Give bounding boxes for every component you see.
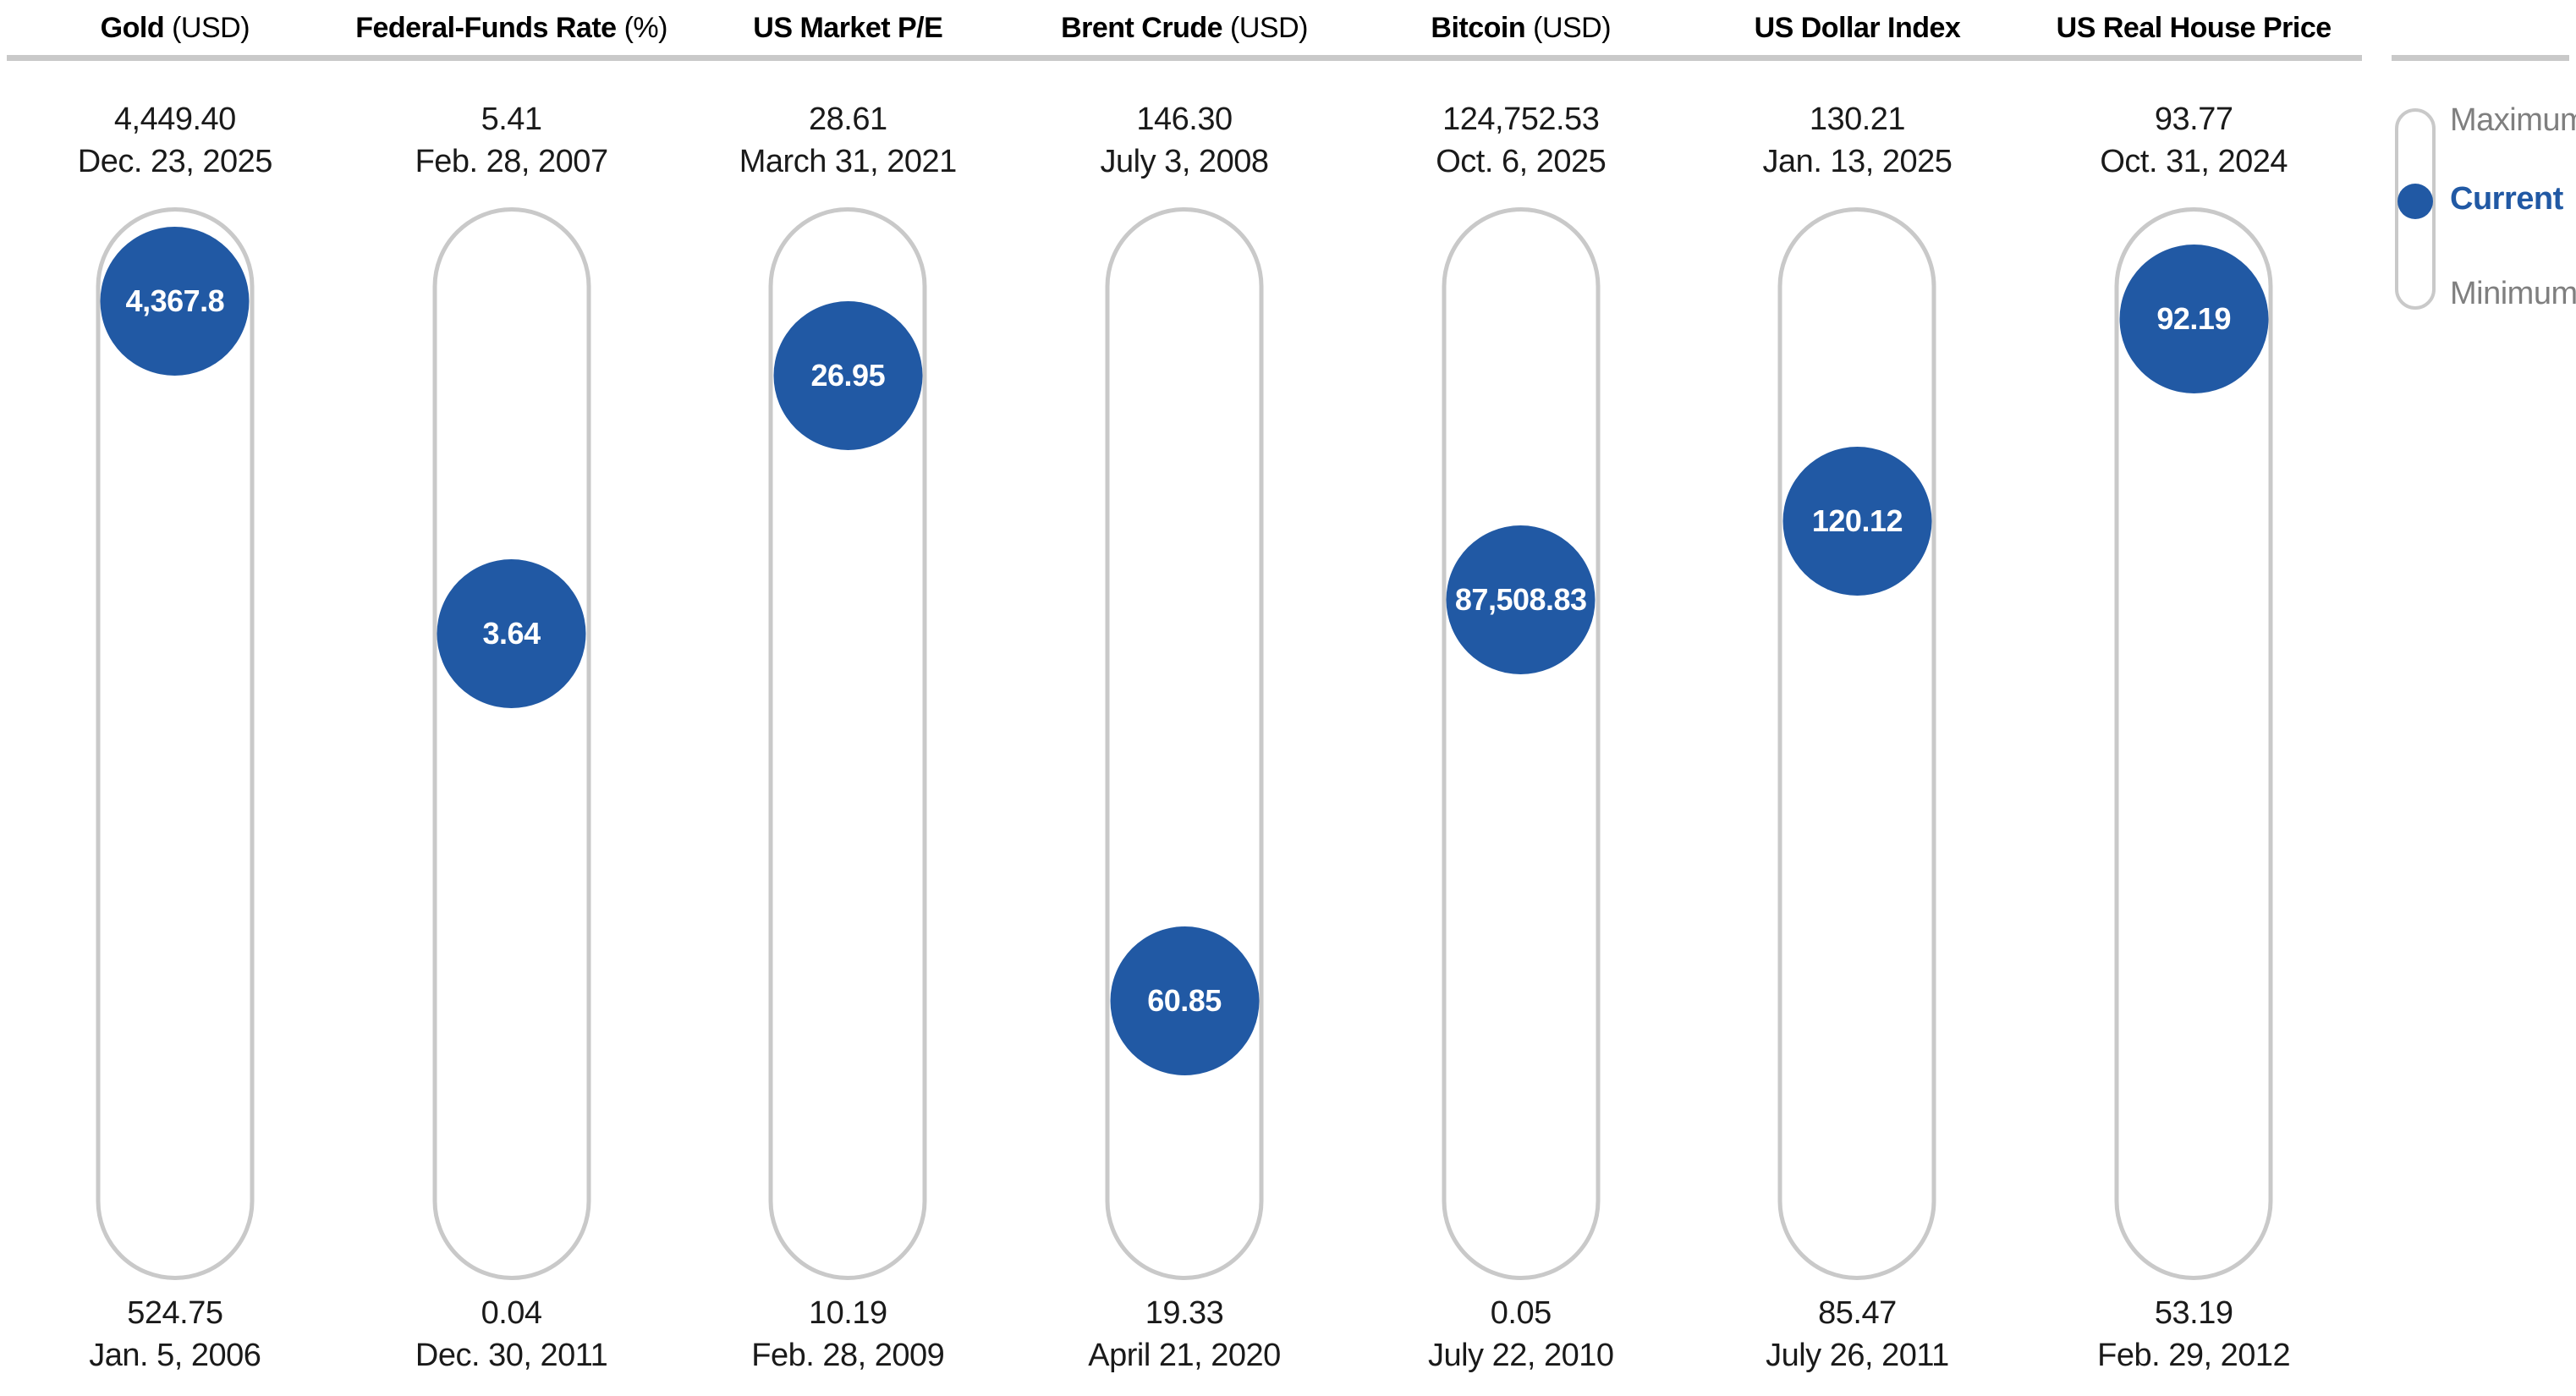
column-title: Federal-Funds Rate (%)	[343, 11, 680, 45]
range-track: 4,367.8	[96, 207, 255, 1280]
legend-divider	[2392, 55, 2569, 61]
minimum-value: 10.19	[809, 1295, 887, 1331]
column-title: US Real House Price	[2025, 11, 2362, 45]
range-track: 120.12	[1777, 207, 1936, 1280]
metric-name: Gold	[100, 12, 165, 44]
current-value-dot: 3.64	[437, 559, 586, 708]
current-value-dot: 87,508.83	[1446, 525, 1596, 674]
maximum-date: March 31, 2021	[739, 144, 958, 179]
maximum-label: 130.21 Jan. 13, 2025	[1689, 98, 2026, 183]
metric-columns: Gold (USD) 4,449.40 Dec. 23, 2025 4,367.8…	[7, 0, 2362, 1396]
legend-current-label: Current	[2450, 181, 2563, 217]
maximum-label: 5.41 Feb. 28, 2007	[343, 98, 680, 183]
current-value-dot: 26.95	[773, 301, 923, 450]
minimum-label: 53.19 Feb. 29, 2012	[2025, 1292, 2362, 1377]
column-title: Gold (USD)	[7, 11, 343, 45]
column-title: Brent Crude (USD)	[1016, 11, 1353, 45]
maximum-date: July 3, 2008	[1100, 144, 1269, 179]
minimum-label: 524.75 Jan. 5, 2006	[7, 1292, 343, 1377]
minimum-value: 53.19	[2154, 1295, 2233, 1331]
legend-minimum-label: Minimum	[2450, 276, 2576, 311]
maximum-label: 146.30 July 3, 2008	[1016, 98, 1353, 183]
metric-name: Federal-Funds Rate	[355, 12, 617, 44]
minimum-date: Feb. 29, 2012	[2097, 1338, 2291, 1373]
maximum-date: Jan. 13, 2025	[1762, 144, 1953, 179]
minimum-value: 19.33	[1145, 1295, 1224, 1331]
minimum-value: 85.47	[1818, 1295, 1897, 1331]
maximum-date: Dec. 23, 2025	[77, 144, 273, 179]
metric-unit: (USD)	[1533, 12, 1612, 44]
maximum-value: 130.21	[1809, 102, 1906, 137]
minimum-value: 0.04	[481, 1295, 542, 1331]
column-title: US Market P/E	[679, 11, 1016, 45]
range-track: 87,508.83	[1442, 207, 1601, 1280]
maximum-value: 4,449.40	[113, 102, 236, 137]
maximum-date: Oct. 6, 2025	[1436, 144, 1607, 179]
maximum-value: 146.30	[1136, 102, 1233, 137]
minimum-label: 10.19 Feb. 28, 2009	[679, 1292, 1016, 1377]
maximum-label: 28.61 March 31, 2021	[679, 98, 1016, 183]
metric-column-us-real-house-price: US Real House Price 93.77 Oct. 31, 2024 …	[2025, 0, 2362, 1396]
metric-name: US Real House Price	[2056, 12, 2332, 44]
header-divider	[7, 55, 2362, 61]
current-value-dot: 120.12	[1782, 447, 1932, 596]
maximum-value: 28.61	[809, 102, 887, 137]
range-track: 60.85	[1105, 207, 1264, 1280]
column-title: US Dollar Index	[1689, 11, 2026, 45]
maximum-label: 93.77 Oct. 31, 2024	[2025, 98, 2362, 183]
minimum-date: July 26, 2011	[1766, 1338, 1949, 1373]
metric-column-us-market-pe: US Market P/E 28.61 March 31, 2021 26.95…	[679, 0, 1016, 1396]
current-value-dot: 4,367.8	[100, 227, 250, 376]
maximum-value: 124,752.53	[1442, 102, 1600, 137]
maximum-label: 124,752.53 Oct. 6, 2025	[1353, 98, 1689, 183]
maximum-value: 5.41	[481, 102, 542, 137]
metric-unit: (%)	[623, 12, 668, 44]
metric-name: US Market P/E	[753, 12, 943, 44]
minimum-date: Jan. 5, 2006	[89, 1338, 261, 1373]
minimum-label: 0.05 July 22, 2010	[1353, 1292, 1689, 1377]
maximum-value: 93.77	[2154, 102, 2233, 137]
metric-column-us-dollar-index: US Dollar Index 130.21 Jan. 13, 2025 120…	[1689, 0, 2026, 1396]
minimum-date: April 21, 2020	[1088, 1338, 1281, 1373]
metric-column-federal-funds-rate: Federal-Funds Rate (%) 5.41 Feb. 28, 2007…	[343, 0, 680, 1396]
metric-column-gold: Gold (USD) 4,449.40 Dec. 23, 2025 4,367.8…	[7, 0, 343, 1396]
metric-unit: (USD)	[172, 12, 250, 44]
metric-name: Bitcoin	[1431, 12, 1526, 44]
metric-column-brent-crude: Brent Crude (USD) 146.30 July 3, 2008 60.…	[1016, 0, 1353, 1396]
minimum-date: Feb. 28, 2009	[751, 1338, 945, 1373]
current-value-dot: 60.85	[1110, 926, 1260, 1075]
minimum-label: 0.04 Dec. 30, 2011	[343, 1292, 680, 1377]
column-title: Bitcoin (USD)	[1353, 11, 1689, 45]
range-track: 3.64	[432, 207, 591, 1280]
maximum-date: Feb. 28, 2007	[415, 144, 609, 179]
metric-name: US Dollar Index	[1754, 12, 1961, 44]
maximum-label: 4,449.40 Dec. 23, 2025	[7, 98, 343, 183]
minimum-value: 0.05	[1490, 1295, 1552, 1331]
metric-unit: (USD)	[1230, 12, 1308, 44]
minimum-date: Dec. 30, 2011	[415, 1338, 608, 1373]
legend-maximum-label: Maximum	[2450, 102, 2576, 138]
maximum-date: Oct. 31, 2024	[2100, 144, 2288, 179]
minimum-label: 85.47 July 26, 2011	[1689, 1292, 2026, 1377]
minimum-label: 19.33 April 21, 2020	[1016, 1292, 1353, 1377]
range-track: 26.95	[768, 207, 927, 1280]
metric-name: Brent Crude	[1061, 12, 1223, 44]
legend-current-dot	[2397, 184, 2433, 219]
current-value-dot: 92.19	[2119, 245, 2269, 393]
range-track: 92.19	[2114, 207, 2273, 1280]
legend-range-pill	[2395, 108, 2436, 310]
metric-column-bitcoin: Bitcoin (USD) 124,752.53 Oct. 6, 2025 87,…	[1353, 0, 1689, 1396]
minimum-date: July 22, 2010	[1427, 1338, 1614, 1373]
minimum-value: 524.75	[127, 1295, 223, 1331]
